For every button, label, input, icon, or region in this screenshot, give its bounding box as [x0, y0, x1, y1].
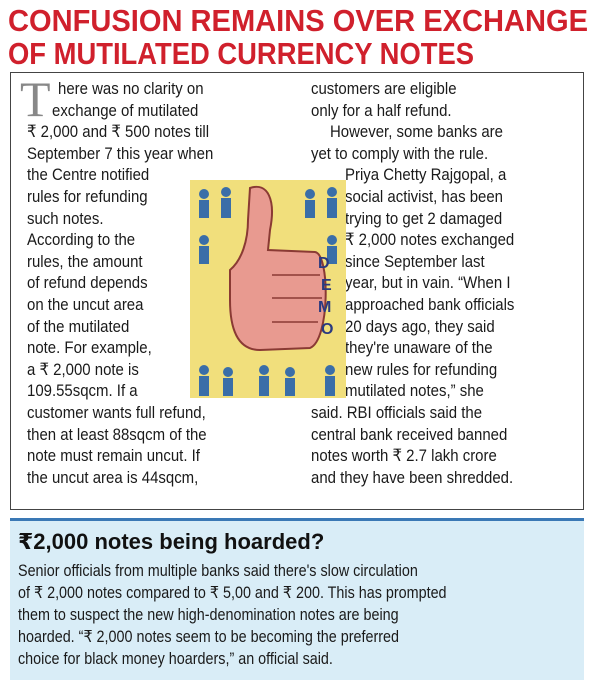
right-column-line: central bank received banned: [311, 424, 508, 444]
right-column-line: since September last: [345, 251, 485, 271]
right-column-line: social activist, has been: [345, 187, 504, 206]
left-column-line: the Centre notified: [27, 165, 150, 185]
right-column-line: approached bank officials: [345, 295, 515, 314]
illustration-letter: M: [318, 299, 331, 316]
left-column-line: September 7 this year when: [27, 143, 214, 163]
right-column-line: only for a half refund.: [311, 100, 452, 120]
left-column-line: exchange of mutilated: [52, 100, 199, 120]
right-column-line: said. RBI officials said the: [311, 403, 483, 422]
figures: [199, 187, 337, 396]
article-frame: [10, 72, 584, 510]
headline-line: OF MUTILATED CURRENCY NOTES: [8, 36, 474, 71]
sidebar-line: choice for black money hoarders,” an off…: [18, 650, 333, 668]
sidebar: ₹2,000 notes being hoarded? Senior offic…: [10, 518, 584, 680]
right-column-line: new rules for refunding: [345, 359, 498, 379]
left-column-line: ₹ 2,000 and ₹ 500 notes till: [27, 122, 210, 142]
headline-line: CONFUSION REMAINS OVER EXCHANGE: [8, 3, 588, 38]
left-column-line: customer wants full refund,: [27, 403, 206, 422]
left-column-line: then at least 88sqcm of the: [27, 424, 207, 444]
right-column-line: mutilated notes,” she: [345, 381, 484, 401]
left-column-line: note. For example,: [27, 338, 152, 358]
right-column-line: notes worth ₹ 2.7 lakh crore: [311, 446, 497, 466]
right-column-line: yet to comply with the rule.: [311, 143, 489, 163]
right-column-line: they're unaware of the: [345, 338, 493, 358]
right-column-line: However, some banks are: [330, 122, 503, 142]
left-column-line: According to the: [27, 230, 136, 250]
sidebar-line: Senior officials from multiple banks sai…: [18, 562, 418, 580]
headline: CONFUSION REMAINS OVER EXCHANGE OF MUTIL…: [8, 3, 588, 71]
left-column-line: rules for refunding: [27, 187, 148, 206]
thumb-fist: [229, 185, 327, 352]
right-column-line: trying to get 2 damaged: [345, 208, 503, 228]
left-column-line: the uncut area is 44sqcm,: [27, 467, 199, 487]
article: T here was no clarity on exchange of muti…: [20, 71, 515, 487]
right-column-line: customers are eligible: [311, 79, 457, 98]
left-column-line: note must remain uncut. If: [27, 446, 200, 466]
sidebar-line: them to suspect the new high-denominatio…: [18, 606, 399, 624]
left-column-line: 109.55sqcm. If a: [27, 381, 138, 401]
drop-cap: T: [20, 71, 51, 127]
illustration-letter: E: [321, 277, 332, 294]
left-column-line: on the uncut area: [27, 295, 144, 314]
sidebar-line: hoarded. “₹ 2,000 notes seem to be becom…: [18, 628, 400, 646]
right-column-line: and they have been shredded.: [311, 467, 514, 487]
left-column-line: rules, the amount: [27, 251, 143, 271]
right-column-line: 20 days ago, they said: [345, 316, 495, 336]
right-column-line: year, but in vain. “When I: [345, 273, 511, 293]
sidebar-line: of ₹ 2,000 notes compared to ₹ 5,00 and …: [18, 584, 447, 602]
left-column-line: of the mutilated: [27, 316, 130, 336]
left-column-line: of refund depends: [27, 273, 148, 293]
left-column-line: a ₹ 2,000 note is: [27, 359, 139, 379]
illustration-letter: O: [321, 321, 333, 338]
sidebar-title: ₹2,000 notes being hoarded?: [18, 529, 325, 554]
left-column-line: here was no clarity on: [58, 79, 204, 98]
left-column-line: such notes.: [27, 208, 104, 228]
right-column-line: ₹ 2,000 notes exchanged: [345, 230, 515, 250]
right-column-line: Priya Chetty Rajgopal, a: [345, 165, 507, 185]
illustration-letter: D: [318, 255, 330, 272]
